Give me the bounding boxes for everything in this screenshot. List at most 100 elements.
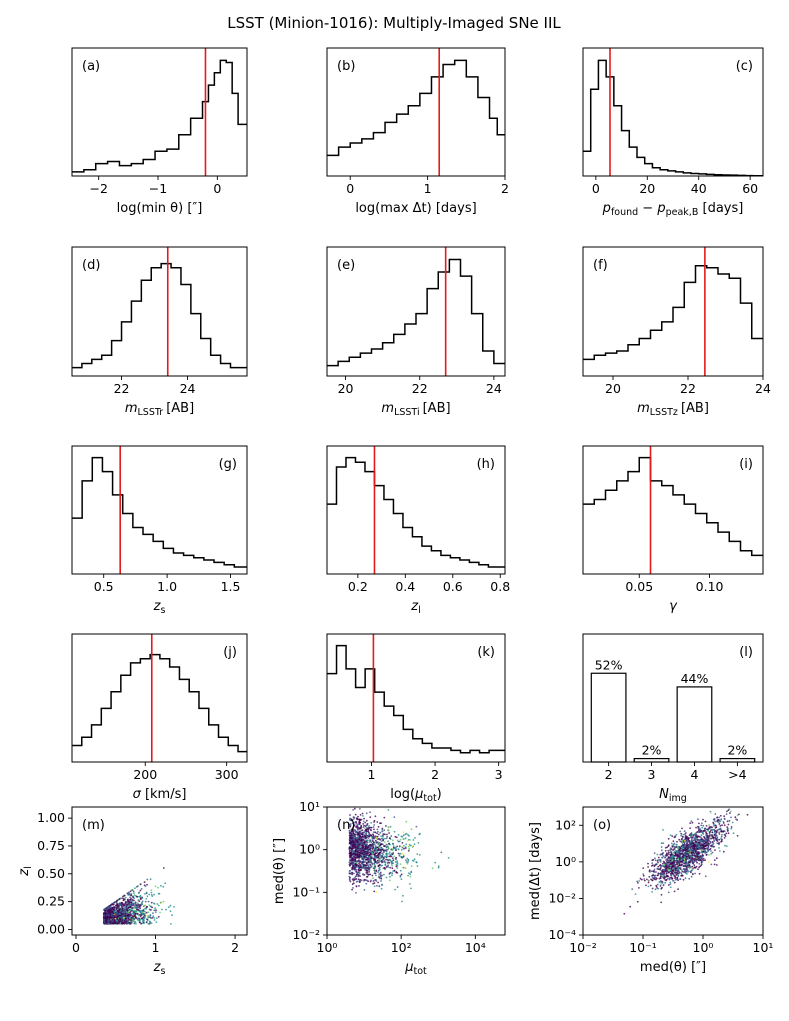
scatter-point	[701, 839, 704, 842]
scatter-point	[139, 895, 142, 897]
scatter-point	[116, 899, 118, 902]
scatter-point	[404, 867, 407, 869]
scatter-point	[369, 816, 372, 819]
scatter-point	[689, 865, 691, 868]
scatter-point	[136, 918, 139, 921]
scatter-point	[357, 851, 360, 854]
x-tick-label: 0.2	[348, 579, 368, 594]
scatter-point	[120, 917, 123, 919]
scatter-point	[364, 858, 367, 861]
scatter-point	[731, 821, 734, 824]
scatter-point	[385, 866, 388, 868]
scatter-point	[718, 847, 720, 849]
scatter-point	[385, 852, 388, 855]
scatter-point	[371, 848, 374, 850]
scatter-point	[355, 851, 358, 854]
scatter-point	[402, 855, 405, 858]
scatter-point	[366, 862, 369, 865]
scatter-point	[702, 857, 705, 860]
scatter-point	[142, 916, 145, 919]
scatter-point	[662, 842, 664, 844]
scatter-point	[634, 893, 637, 895]
scatter-point	[348, 865, 351, 867]
scatter-point	[722, 850, 725, 853]
panel-label-l: (l)	[739, 645, 753, 660]
scatter-point	[112, 919, 115, 922]
scatter-point	[385, 843, 388, 846]
scatter-point	[108, 908, 111, 911]
scatter-point	[357, 873, 359, 876]
scatter-point	[378, 858, 380, 860]
scatter-point	[128, 921, 131, 924]
scatter-point	[674, 860, 677, 862]
scatter-point	[356, 837, 358, 840]
scatter-point	[368, 841, 371, 844]
frame-f	[582, 246, 764, 377]
scatter-point	[138, 906, 141, 908]
scatter-point	[652, 858, 655, 861]
scatter-point	[716, 816, 719, 819]
x-tick-label: 0.10	[696, 579, 724, 594]
scatter-point	[408, 872, 410, 874]
scatter-point	[701, 858, 704, 861]
scatter-point	[349, 870, 352, 872]
scatter-point	[670, 873, 672, 876]
scatter-point	[685, 855, 687, 858]
scatter-point	[681, 859, 684, 861]
scatter-point	[663, 861, 666, 864]
scatter-point	[116, 908, 119, 911]
scatter-point	[669, 883, 672, 885]
scatter-point	[398, 840, 401, 843]
scatter-point	[727, 823, 730, 826]
scatter-point	[133, 912, 136, 914]
scatter-point	[369, 839, 372, 842]
scatter-point	[349, 880, 352, 883]
scatter-point	[351, 828, 354, 831]
scatter-point	[358, 881, 361, 884]
scatter-point	[675, 867, 678, 869]
scatter-point	[388, 842, 391, 845]
scatter-point	[362, 857, 365, 860]
scatter-point	[699, 844, 702, 847]
panel-label-f: (f)	[593, 258, 608, 273]
x-axis-label: σ [km/s]	[133, 787, 187, 802]
scatter-point	[701, 822, 703, 825]
scatter-point	[715, 864, 718, 866]
scatter-point	[418, 854, 421, 856]
scatter-point	[377, 838, 380, 840]
scatter-point	[691, 836, 694, 839]
scatter-point	[685, 844, 687, 846]
panel-label-c: (c)	[736, 59, 753, 74]
scatter-point	[121, 901, 124, 904]
x-tick-label: 10¹	[753, 940, 774, 955]
scatter-point	[686, 861, 688, 864]
scatter-point	[153, 903, 156, 905]
scatter-point	[352, 846, 355, 849]
scatter-point	[670, 853, 672, 856]
scatter-point	[677, 852, 680, 854]
scatter-point	[686, 873, 688, 875]
scatter-point	[389, 859, 392, 862]
x-tick-label: 2	[231, 940, 239, 955]
scatter-point	[675, 843, 678, 846]
scatter-point	[651, 891, 653, 893]
scatter-point	[716, 840, 719, 842]
scatter-point	[690, 869, 693, 872]
scatter-point	[722, 822, 725, 824]
scatter-point	[623, 912, 626, 915]
scatter-point	[701, 841, 704, 843]
scatter-point	[386, 862, 389, 865]
scatter-point	[691, 865, 694, 868]
scatter-point	[370, 850, 372, 853]
scatter-point	[114, 900, 117, 903]
y-axis-label: zl	[17, 866, 34, 876]
scatter-point	[647, 885, 650, 888]
scatter-point	[376, 884, 378, 887]
scatter-point	[684, 877, 687, 880]
